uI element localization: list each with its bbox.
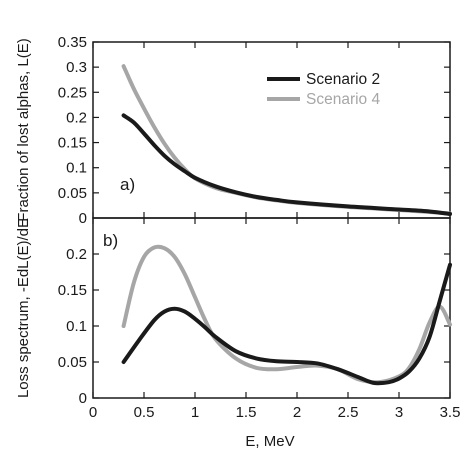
panel-a-series xyxy=(121,64,452,216)
x-tick-label-2: 1 xyxy=(191,404,199,421)
y-tick-label-b-2: 0.1 xyxy=(66,318,87,335)
legend: Scenario 2 Scenario 4 xyxy=(267,71,380,108)
y-tick-label-a-0: 0 xyxy=(79,210,87,227)
x-axis-label: E, MeV xyxy=(245,433,294,450)
series-line-b-scenario-4 xyxy=(121,244,452,385)
panel-a-y-axis-label: Fraction of lost alphas, L(E) xyxy=(15,38,32,221)
y-tick-label-a-3: 0.15 xyxy=(58,135,87,152)
panel-b-frame xyxy=(92,217,451,399)
panel-b-tag: b) xyxy=(103,231,118,250)
x-tick-label-7: 3.5 xyxy=(440,404,461,421)
panel-a-ticks: 0 0.05 0.1 0.15 0.2 0.25 0.3 0.35 xyxy=(58,34,451,227)
y-tick-label-b-4: 0.2 xyxy=(66,246,87,263)
legend-label-scenario-2: Scenario 2 xyxy=(306,71,380,88)
y-tick-label-b-1: 0.05 xyxy=(58,354,87,371)
x-tick-label-5: 2.5 xyxy=(338,404,359,421)
x-tick-label-1: 0.5 xyxy=(134,404,155,421)
legend-label-scenario-4: Scenario 4 xyxy=(306,91,380,108)
x-tick-label-4: 2 xyxy=(293,404,301,421)
x-tick-label-3: 1.5 xyxy=(236,404,257,421)
panel-b-series xyxy=(121,244,452,386)
y-tick-label-a-1: 0.05 xyxy=(58,185,87,202)
x-tick-label-0: 0 xyxy=(89,404,97,421)
panel-b-ticks: 0 0.05 0.1 0.15 0.2 0 0.5 1 1.5 2 2.5 3 3.5 xyxy=(58,218,461,421)
y-tick-label-a-6: 0.3 xyxy=(66,59,87,76)
series-line-a-scenario-2 xyxy=(121,113,452,216)
y-tick-label-b-0: 0 xyxy=(79,390,87,407)
panel-a-tag: a) xyxy=(120,175,135,194)
series-line-a-scenario-4 xyxy=(121,64,452,216)
y-tick-label-a-5: 0.25 xyxy=(58,84,87,101)
y-tick-label-a-2: 0.1 xyxy=(66,160,87,177)
y-tick-label-a-4: 0.2 xyxy=(66,109,87,126)
series-line-b-scenario-2 xyxy=(121,262,452,386)
y-tick-label-a-7: 0.35 xyxy=(58,34,87,51)
panel-b-y-axis-label: Loss spectrum, -EdL(E)/dE xyxy=(15,218,32,398)
y-tick-label-b-3: 0.15 xyxy=(58,282,87,299)
panel-a-frame xyxy=(92,41,451,219)
x-tick-label-6: 3 xyxy=(395,404,403,421)
